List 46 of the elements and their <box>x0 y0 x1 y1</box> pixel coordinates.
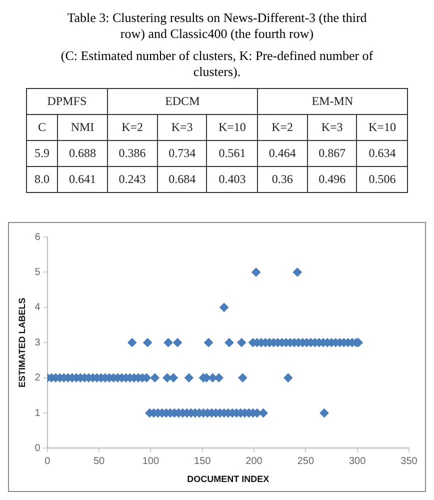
text: K=2 <box>107 114 158 140</box>
text: K=2 <box>257 114 308 140</box>
text: 0.403 <box>206 166 258 192</box>
text: EDCM <box>107 88 258 114</box>
y-tick-label: 4 <box>34 302 41 314</box>
text: 8.0 <box>26 166 58 192</box>
text: 0.634 <box>356 140 408 166</box>
y-tick-label: 5 <box>34 266 41 278</box>
y-tick-label: 6 <box>34 232 41 243</box>
text: 0.243 <box>107 166 158 192</box>
text: 0.641 <box>58 166 108 192</box>
text: 0.867 <box>307 140 357 166</box>
text: 0.684 <box>157 166 207 192</box>
text: K=10 <box>206 114 258 140</box>
text: K=3 <box>157 114 207 140</box>
text: K=3 <box>307 114 357 140</box>
text: K=10 <box>356 114 408 140</box>
x-tick-label: 0 <box>44 456 51 467</box>
x-tick-label: 50 <box>93 456 106 467</box>
text: 0.386 <box>107 140 158 166</box>
text: Table 3: Clustering results on News-Different-3 (the third row) and Classic400 (the fourth row) <box>66 10 368 42</box>
text: 5.9 <box>26 140 58 166</box>
text: NMI <box>58 114 108 140</box>
x-tick-label: 100 <box>142 456 160 467</box>
x-axis-title: DOCUMENT INDEX <box>187 474 270 484</box>
text: 0.464 <box>257 140 308 166</box>
text: 0.688 <box>58 140 108 166</box>
y-axis-title: ESTIMATED LABELS <box>16 298 27 388</box>
x-tick-label: 250 <box>297 456 314 467</box>
text: 0.734 <box>157 140 207 166</box>
y-tick-label: 0 <box>34 442 41 454</box>
x-tick-label: 300 <box>348 456 366 467</box>
y-tick-label: 1 <box>34 408 41 419</box>
y-tick-label: 2 <box>34 372 41 384</box>
text: 0.36 <box>257 166 308 192</box>
text: (C: Estimated number of clusters, K: Pre-defined number of clusters). <box>60 48 374 80</box>
text: 0.506 <box>356 166 408 192</box>
x-tick-label: 350 <box>400 456 418 467</box>
text: 0.496 <box>307 166 357 192</box>
text: EM-MN <box>257 88 408 114</box>
y-tick-label: 3 <box>34 337 41 348</box>
text: C <box>26 114 58 140</box>
text: 0.561 <box>206 140 258 166</box>
text: DPMFS <box>26 88 108 114</box>
x-tick-label: 150 <box>194 456 212 467</box>
x-tick-label: 200 <box>246 456 263 467</box>
